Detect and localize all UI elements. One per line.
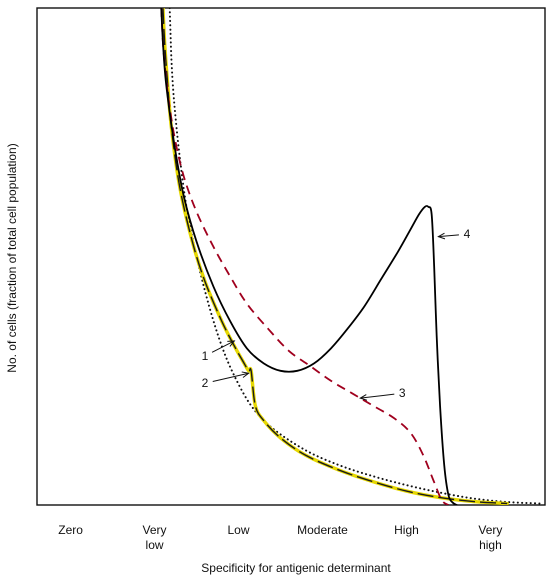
callout-arrow-4 (438, 234, 459, 238)
callout-label-4: 4 (464, 227, 471, 241)
x-tick-label: Moderate (297, 523, 348, 537)
callout-label-3: 3 (399, 386, 406, 400)
plot-frame (36, 7, 546, 506)
x-tick-label: Zero (58, 523, 83, 537)
series-4-line (160, 8, 458, 505)
series-layer (160, 8, 542, 505)
callout-label-2: 2 (202, 376, 209, 390)
series-2-line (162, 8, 508, 505)
x-tick-label: Very low (143, 523, 167, 552)
x-tick-label: Low (228, 523, 250, 537)
callout-arrowhead-3 (359, 394, 368, 401)
callout-arrow-1 (211, 340, 235, 353)
x-axis-label: Specificity for antigenic determinant (201, 561, 391, 575)
callout-arrowhead-2 (241, 371, 250, 378)
y-axis-label: No. of cells (fraction of total cell pop… (5, 143, 19, 372)
callout-layer: 1 2 3 4 (202, 227, 471, 401)
series-1-line (168, 8, 542, 505)
callout-label-1: 1 (202, 349, 209, 363)
plot-frame-box (36, 7, 546, 506)
series-3-line (160, 8, 449, 505)
x-tick-label: Very high (478, 523, 502, 552)
x-tick-labels: Zero Very low Low Moderate High Very high (58, 523, 502, 552)
callout-arrowhead-1 (227, 340, 236, 347)
callout-arrow-2 (212, 372, 249, 382)
callout-arrowhead-4 (437, 232, 446, 240)
series-2-highlight (161, 8, 509, 505)
callout-arrow-3 (360, 393, 395, 399)
x-tick-label: High (394, 523, 419, 537)
